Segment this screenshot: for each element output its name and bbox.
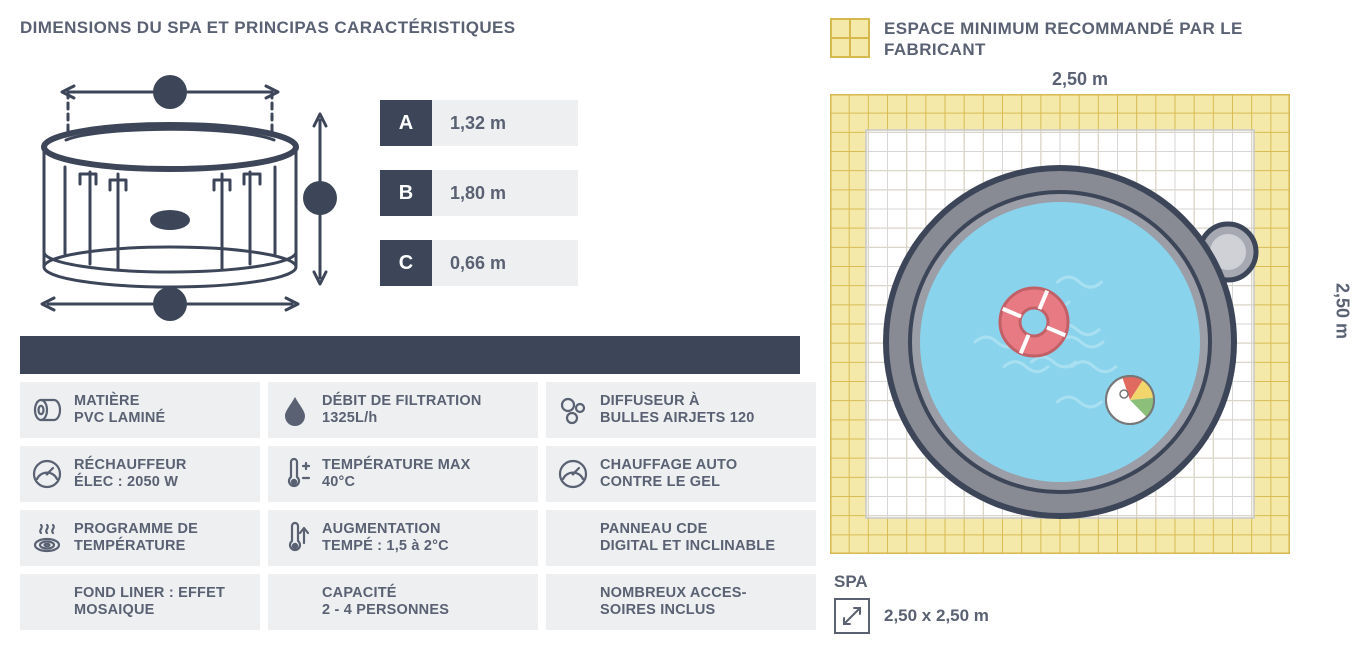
dim-row-b: B 1,80 m: [380, 170, 578, 216]
spec-cell: TEMPÉRATURE MAX 40°C: [268, 446, 538, 502]
plan-height-label: 2,50 m: [1331, 283, 1352, 339]
spec-line-2: TEMPÉ : 1,5 à 2°C: [322, 538, 449, 555]
left-section-title: DIMENSIONS DU SPA ET PRINCIPAS CARACTÉRI…: [20, 18, 800, 38]
footprint-value: 2,50 x 2,50 m: [884, 606, 989, 626]
spec-line-2: ÉLEC : 2050 W: [74, 474, 187, 491]
recommended-area-swatch: [830, 18, 870, 58]
spec-line-1: CAPACITÉ: [322, 585, 449, 602]
spec-line-1: PROGRAMME DE: [74, 521, 198, 538]
spec-cell: MATIÈREPVC LAMINÉ: [20, 382, 260, 438]
spec-line-1: PANNEAU CDE: [600, 521, 775, 538]
spec-line-2: BULLES AIRJETS 120: [600, 410, 755, 427]
spec-text: CAPACITÉ 2 - 4 PERSONNES: [322, 585, 449, 618]
svg-text:C: C: [314, 189, 327, 209]
footprint-label: SPA: [834, 572, 1340, 592]
spec-line-1: MATIÈRE: [74, 393, 165, 410]
dim-row-a: A 1,32 m: [380, 100, 578, 146]
spec-line-1: FOND LINER : EFFET: [74, 585, 225, 602]
blank-icon: [278, 585, 312, 619]
spec-cell: CHAUFFAGE AUTOCONTRE LE GEL: [546, 446, 816, 502]
dim-key-a: A: [380, 100, 432, 146]
dim-val-a: 1,32 m: [432, 100, 578, 146]
spec-cell: NOMBREUX ACCES-SOIRES INCLUS: [546, 574, 816, 630]
svg-text:B: B: [164, 295, 177, 315]
spec-line-1: DÉBIT DE FILTRATION: [322, 393, 482, 410]
spec-cell: CAPACITÉ 2 - 4 PERSONNES: [268, 574, 538, 630]
spec-line-2: SOIRES INCLUS: [600, 602, 747, 619]
blank-icon: [556, 585, 590, 619]
spec-line-1: AUGMENTATION: [322, 521, 449, 538]
spec-line-2: 1325L/h: [322, 410, 482, 427]
dim-key-b: B: [380, 170, 432, 216]
spec-line-1: DIFFUSEUR À: [600, 393, 755, 410]
spec-text: PROGRAMME DETEMPÉRATURE: [74, 521, 198, 554]
spec-line-1: TEMPÉRATURE MAX: [322, 457, 471, 474]
spec-text: FOND LINER : EFFETMOSAIQUE: [74, 585, 225, 618]
spa-dimensions-drawing: A B C: [20, 42, 360, 322]
spec-line-2: MOSAIQUE: [74, 602, 225, 619]
blank-icon: [30, 585, 64, 619]
drop-icon: [278, 393, 312, 427]
spec-line-1: RÉCHAUFFEUR: [74, 457, 187, 474]
spec-text: NOMBREUX ACCES-SOIRES INCLUS: [600, 585, 747, 618]
spec-cell: RÉCHAUFFEURÉLEC : 2050 W: [20, 446, 260, 502]
footprint-swatch: [834, 598, 870, 634]
spec-cell: FOND LINER : EFFETMOSAIQUE: [20, 574, 260, 630]
roll-icon: [30, 393, 64, 427]
gauge-icon: [30, 457, 64, 491]
spec-text: PANNEAU CDEDIGITAL ET INCLINABLE: [600, 521, 775, 554]
spec-cell: PANNEAU CDEDIGITAL ET INCLINABLE: [546, 510, 816, 566]
spec-text: MATIÈREPVC LAMINÉ: [74, 393, 165, 426]
specs-header-bar: [20, 336, 800, 374]
spec-cell: AUGMENTATIONTEMPÉ : 1,5 à 2°C: [268, 510, 538, 566]
dim-row-c: C 0,66 m: [380, 240, 578, 286]
blank-icon: [556, 521, 590, 555]
spec-line-1: CHAUFFAGE AUTO: [600, 457, 737, 474]
specs-grid: MATIÈREPVC LAMINÉ DÉBIT DE FILTRATION1325…: [20, 382, 800, 630]
spec-text: DIFFUSEUR ÀBULLES AIRJETS 120: [600, 393, 755, 426]
spec-line-2: DIGITAL ET INCLINABLE: [600, 538, 775, 555]
dimension-table: A 1,32 m B 1,80 m C 0,66 m: [380, 100, 578, 286]
spec-text: AUGMENTATIONTEMPÉ : 1,5 à 2°C: [322, 521, 449, 554]
spec-line-2: CONTRE LE GEL: [600, 474, 737, 491]
bubbles-icon: [556, 393, 590, 427]
plan-width-label: 2,50 m: [820, 69, 1340, 90]
spec-text: RÉCHAUFFEURÉLEC : 2050 W: [74, 457, 187, 490]
tempplus-icon: [278, 457, 312, 491]
spec-line-2: 40°C: [322, 474, 471, 491]
spec-cell: DÉBIT DE FILTRATION1325L/h: [268, 382, 538, 438]
spec-text: CHAUFFAGE AUTOCONTRE LE GEL: [600, 457, 737, 490]
tempup-icon: [278, 521, 312, 555]
spec-text: DÉBIT DE FILTRATION1325L/h: [322, 393, 482, 426]
gauge-icon: [556, 457, 590, 491]
right-section-title: ESPACE MINIMUM RECOMMANDÉ PAR LE FABRICA…: [884, 18, 1340, 61]
plan-view-diagram: [830, 94, 1290, 554]
spec-line-2: PVC LAMINÉ: [74, 410, 165, 427]
spec-cell: DIFFUSEUR ÀBULLES AIRJETS 120: [546, 382, 816, 438]
dim-val-b: 1,80 m: [432, 170, 578, 216]
spec-line-2: 2 - 4 PERSONNES: [322, 602, 449, 619]
dim-val-c: 0,66 m: [432, 240, 578, 286]
svg-text:INTEX: INTEX: [158, 217, 182, 226]
spec-text: TEMPÉRATURE MAX 40°C: [322, 457, 471, 490]
spec-line-1: NOMBREUX ACCES-: [600, 585, 747, 602]
coil-icon: [30, 521, 64, 555]
spec-cell: PROGRAMME DETEMPÉRATURE: [20, 510, 260, 566]
svg-text:A: A: [164, 83, 177, 103]
dim-key-c: C: [380, 240, 432, 286]
spec-line-2: TEMPÉRATURE: [74, 538, 198, 555]
